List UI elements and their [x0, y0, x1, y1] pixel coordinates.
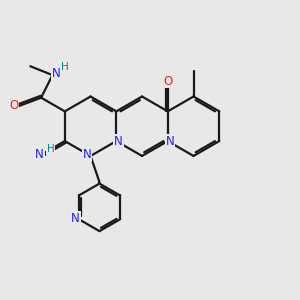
Text: N: N: [166, 135, 175, 148]
Text: H: H: [47, 144, 55, 154]
Text: N: N: [35, 148, 44, 161]
Text: O: O: [9, 99, 19, 112]
Text: O: O: [163, 74, 172, 88]
Text: N: N: [82, 148, 91, 161]
Text: H: H: [61, 62, 69, 72]
Text: N: N: [71, 212, 80, 225]
Text: N: N: [114, 135, 123, 148]
Text: N: N: [52, 67, 60, 80]
